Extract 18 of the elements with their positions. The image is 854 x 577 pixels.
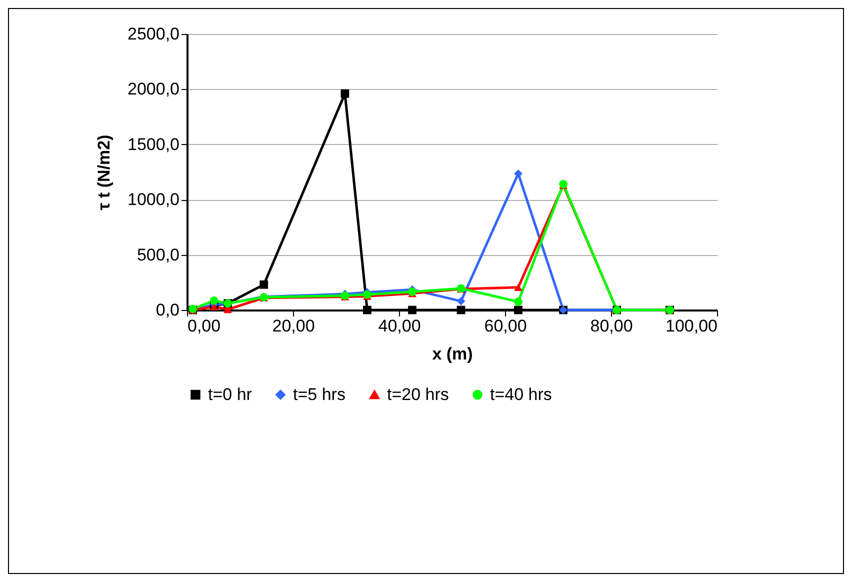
y-tick-label: 2500,0 [128, 24, 180, 44]
legend-label: t=20 hrs [387, 384, 449, 404]
x-tick-label: 0,00 [188, 316, 221, 336]
y-tick-label: 1000,0 [128, 190, 180, 210]
y-axis-title: τ t (N/m2) [94, 134, 114, 210]
legend-label: t=0 hr [208, 384, 252, 404]
x-axis-title: x (m) [432, 344, 473, 364]
x-tick-label: 60,00 [484, 316, 527, 336]
x-tick-label: 80,00 [590, 316, 633, 336]
legend-label: t=40 hrs [490, 384, 552, 404]
y-tick-label: 2000,0 [128, 80, 180, 99]
y-tick-label: 1500,0 [128, 134, 180, 154]
y-tick-label: 500,0 [136, 245, 180, 264]
y-tick-label: 0,0 [156, 300, 180, 320]
x-tick-label: 20,00 [272, 316, 315, 336]
x-tick-label: 100,00 [666, 316, 718, 336]
legend-label: t=5 hrs [293, 384, 346, 404]
x-tick-label: 40,00 [378, 316, 421, 336]
